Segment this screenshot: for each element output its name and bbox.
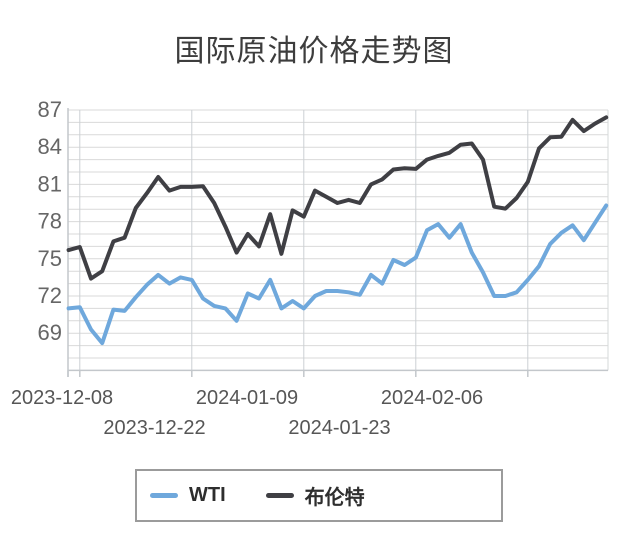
chart-title: 国际原油价格走势图 <box>174 35 454 68</box>
legend-label-brent: 布伦特 <box>304 487 365 509</box>
brent-line-swatch <box>265 493 294 498</box>
wti-line-swatch <box>150 493 178 498</box>
legend-label-wti: WTI <box>189 484 226 506</box>
y-tick-label: 81 <box>38 171 62 196</box>
legend-item-brent[interactable]: 布伦特 <box>265 481 365 510</box>
x-tick-label: 2024-02-06 <box>381 387 483 409</box>
y-tick-label: 87 <box>38 97 62 122</box>
y-tick-label: 72 <box>38 283 62 308</box>
wti-series-line[interactable] <box>66 203 609 346</box>
x-tick-label: 2023-12-08 <box>11 387 113 409</box>
y-tick-label: 69 <box>38 320 62 345</box>
legend: WTI 布伦特 <box>135 469 503 522</box>
y-tick-label: 78 <box>38 209 62 234</box>
brent-series-line[interactable] <box>66 115 609 281</box>
x-tick-label: 2024-01-09 <box>196 387 298 409</box>
y-tick-label: 84 <box>38 134 62 159</box>
legend-item-wti[interactable]: WTI <box>150 484 226 507</box>
x-tick-label: 2024-01-23 <box>288 417 390 439</box>
x-tick-label: 2023-12-22 <box>103 417 205 439</box>
y-tick-label: 75 <box>38 246 62 271</box>
